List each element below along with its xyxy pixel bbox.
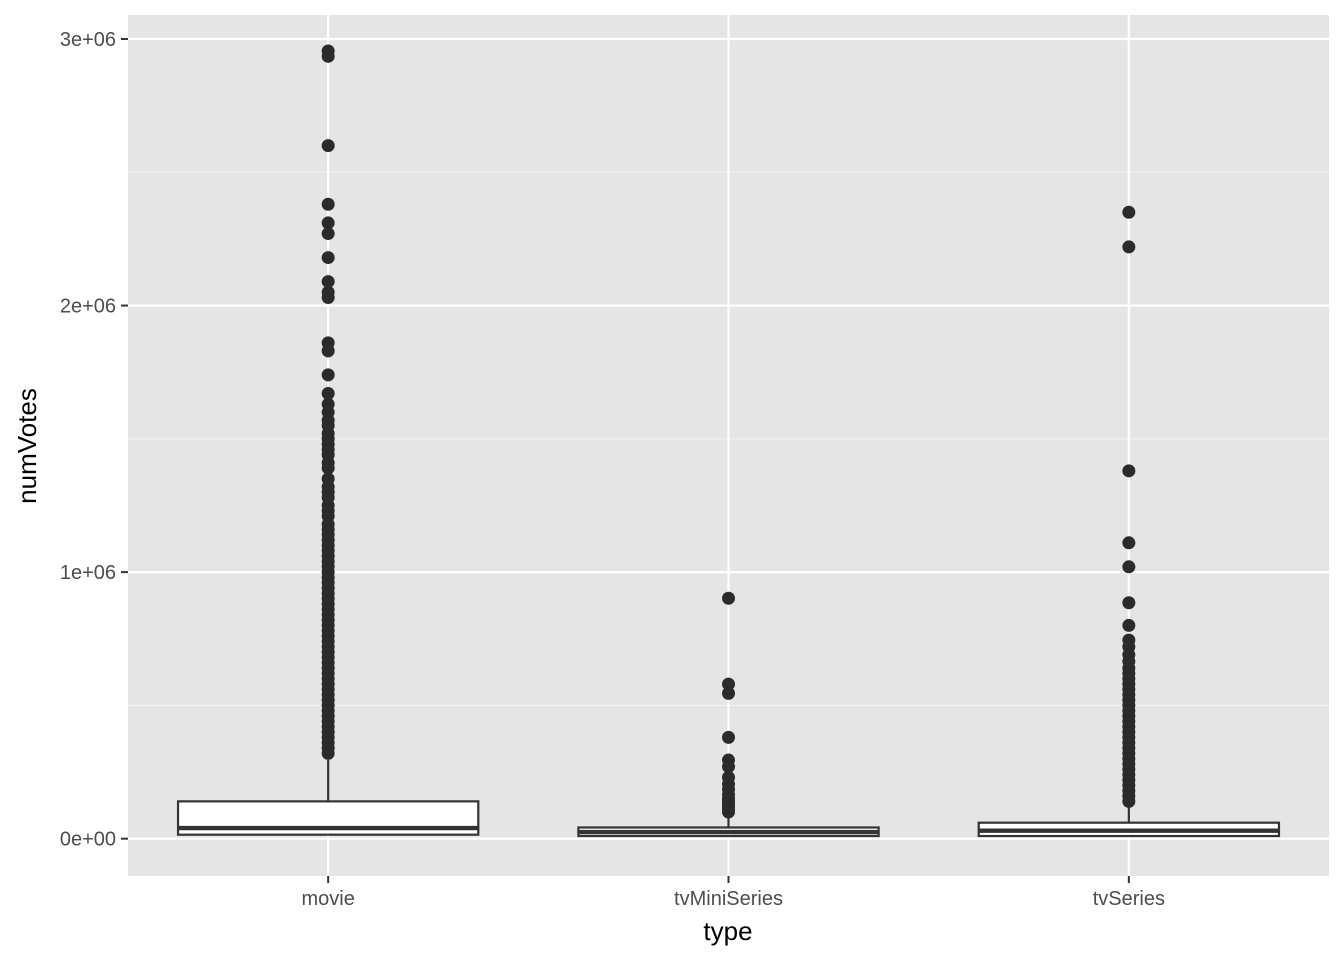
outlier-point [1122, 240, 1136, 254]
y-axis-title: numVotes [12, 388, 42, 504]
x-axis-title: type [703, 916, 752, 946]
outlier-point [1122, 794, 1136, 808]
y-axis: 0e+00 1e+06 2e+06 3e+06 [60, 29, 128, 851]
outlier-point [1122, 205, 1136, 219]
outlier-point [1122, 464, 1136, 478]
box-movie [176, 44, 480, 836]
outlier-point [321, 251, 335, 265]
outlier-point [722, 686, 735, 700]
outlier-point [321, 139, 335, 153]
outlier-point [321, 461, 335, 475]
outlier-point [321, 216, 335, 230]
x-tick-label: tvSeries [1093, 888, 1165, 910]
outlier-point [722, 677, 735, 691]
outlier-point [321, 344, 335, 358]
outlier-point [722, 591, 735, 605]
x-tick-label: tvMiniSeries [674, 888, 783, 910]
outlier-point [1122, 560, 1136, 574]
outlier-point [321, 387, 335, 401]
box-tvMiniSeries [577, 591, 880, 838]
outlier-point [321, 746, 335, 760]
outlier-point [321, 275, 335, 289]
outlier-point [321, 49, 335, 63]
outlier-point [321, 227, 335, 241]
outlier-point [321, 368, 335, 382]
x-tick-label: movie [301, 888, 354, 910]
outlier-point [722, 805, 735, 819]
outlier-point [321, 197, 335, 211]
y-tick-label: 3e+06 [60, 29, 116, 51]
outlier-point [722, 730, 735, 744]
y-tick-label: 1e+06 [60, 562, 116, 584]
y-tick-label: 2e+06 [60, 296, 116, 318]
outlier-point [321, 291, 335, 305]
outlier-point [722, 760, 735, 774]
outlier-point [1122, 618, 1136, 632]
outlier-point [1122, 536, 1136, 550]
box-tvSeries [977, 205, 1281, 838]
boxes-layer [176, 44, 1281, 838]
y-tick-label: 0e+00 [60, 829, 116, 851]
outlier-point [1122, 596, 1136, 610]
x-axis: movie tvMiniSeries tvSeries [301, 876, 1165, 910]
